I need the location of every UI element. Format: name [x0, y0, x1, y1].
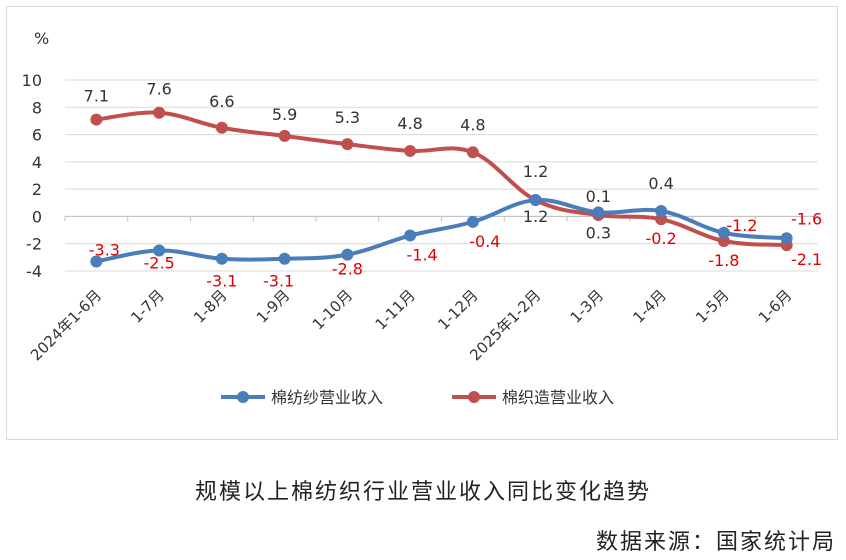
data-point-cotton-yarn [780, 232, 793, 245]
x-tick-label: 1-8月 [190, 286, 231, 327]
line-chart: % -4 -2 0 2 4 6 8 10 2024年1-6月 1-7月 1-8月 1-9月 1-10月 1-… [22, 29, 823, 407]
x-tick-label: 1-7月 [127, 286, 168, 327]
data-point-cotton-yarn [278, 252, 291, 265]
data-point-cotton-yarn [529, 194, 542, 207]
legend-item-cotton-weaving-label: 棉织造营业收入 [502, 388, 614, 407]
data-label-cotton-yarn: -1.2 [726, 216, 757, 235]
data-point-cotton-weaving [341, 138, 354, 151]
data-label-cotton-weaving: 7.6 [146, 80, 171, 99]
y-tick-label: 8 [32, 98, 42, 117]
chart-caption-title: 规模以上棉纺织行业营业收入同比变化趋势 [194, 480, 651, 505]
data-label-cotton-yarn: -3.3 [89, 240, 120, 259]
data-source-note: 数据来源：国家统计局 [595, 530, 836, 555]
data-point-cotton-yarn [90, 255, 103, 268]
y-tick-label: 6 [32, 126, 42, 145]
x-tick-label: 1-11月 [372, 286, 419, 333]
data-label-cotton-yarn: 0.3 [586, 223, 611, 242]
data-label-cotton-weaving: 6.6 [209, 92, 234, 111]
data-label-cotton-weaving: -2.1 [791, 250, 822, 269]
data-label-cotton-yarn: -3.1 [263, 272, 294, 291]
data-point-cotton-yarn [466, 215, 479, 228]
data-label-cotton-yarn: -3.1 [206, 272, 237, 291]
data-label-cotton-weaving: -1.8 [708, 251, 739, 270]
data-label-cotton-yarn: -0.4 [469, 232, 500, 251]
y-tick-label: -2 [26, 235, 42, 254]
x-tick-label: 2024年1-6月 [27, 286, 105, 364]
x-tick-label: 1-10月 [309, 286, 356, 333]
x-tick-label: 1-3月 [567, 286, 608, 327]
data-point-cotton-yarn [655, 204, 668, 217]
data-point-cotton-weaving [278, 129, 291, 142]
x-tick-label: 1-5月 [692, 286, 733, 327]
data-label-cotton-yarn: -2.8 [332, 260, 363, 279]
data-label-cotton-yarn: -1.4 [407, 246, 438, 265]
series-line-cotton-yarn [96, 197, 787, 264]
data-point-cotton-yarn [215, 252, 228, 265]
data-point-cotton-weaving [466, 146, 479, 159]
y-tick-label: 4 [32, 153, 42, 172]
data-label-cotton-weaving: -0.2 [646, 229, 677, 248]
data-point-cotton-weaving [153, 106, 166, 119]
x-tick-label: 1-12月 [434, 286, 481, 333]
data-label-cotton-yarn: -2.5 [144, 254, 175, 273]
data-label-cotton-yarn: -1.6 [791, 209, 822, 228]
data-label-cotton-yarn: 1.2 [523, 207, 548, 226]
legend-item-cotton-yarn-label: 棉纺纱营业收入 [271, 388, 383, 407]
series-line-cotton-weaving [96, 110, 787, 248]
data-label-cotton-weaving: 4.8 [397, 114, 422, 133]
data-point-cotton-weaving [215, 121, 228, 134]
data-label-cotton-weaving: 5.3 [335, 108, 360, 127]
y-tick-label: 10 [22, 71, 42, 90]
data-point-cotton-yarn [592, 206, 605, 219]
data-label-cotton-weaving: 4.8 [460, 115, 485, 134]
x-tick-label: 1-9月 [253, 286, 294, 327]
y-tick-label: -4 [26, 262, 42, 281]
data-point-cotton-weaving [404, 144, 417, 157]
data-point-cotton-weaving [90, 113, 103, 126]
y-tick-label: 0 [32, 207, 42, 226]
y-tick-label: 2 [32, 180, 42, 199]
data-label-cotton-weaving: 1.2 [523, 162, 548, 181]
data-point-cotton-yarn [153, 244, 166, 257]
data-point-cotton-yarn [341, 248, 354, 261]
x-tick-label: 1-4月 [629, 286, 670, 327]
data-label-cotton-yarn: 0.4 [648, 174, 673, 193]
data-label-cotton-weaving: 0.1 [586, 187, 611, 206]
data-point-cotton-yarn [404, 229, 417, 242]
y-axis-unit: % [34, 29, 49, 48]
data-point-cotton-yarn [717, 226, 730, 239]
legend-item-cotton-yarn-swatch-marker [237, 391, 249, 403]
data-label-cotton-weaving: 7.1 [84, 87, 109, 106]
x-tick-label: 1-6月 [755, 286, 796, 327]
data-label-cotton-weaving: 5.9 [272, 105, 297, 124]
legend-item-cotton-weaving-swatch-marker [468, 391, 480, 403]
